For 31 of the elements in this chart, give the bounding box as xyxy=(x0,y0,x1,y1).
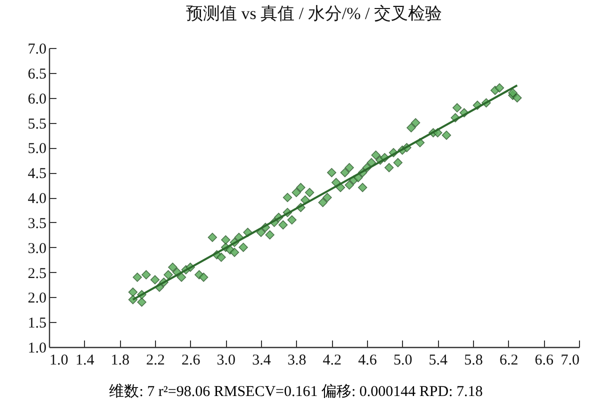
x-tick-label: 1.4 xyxy=(75,352,95,368)
x-tick-label: 5.8 xyxy=(464,352,483,368)
y-tick-label: 3.0 xyxy=(28,240,46,257)
x-tick-label: 1.8 xyxy=(110,352,130,368)
x-tick-label: 4.2 xyxy=(322,352,342,368)
y-tick-label: 2.5 xyxy=(28,266,46,282)
x-tick-label: 3.4 xyxy=(252,352,272,368)
x-tick-label: 1.0 xyxy=(50,352,68,368)
y-tick-label: 1.5 xyxy=(28,316,46,332)
y-tick-label: 4.0 xyxy=(28,191,46,207)
x-tick-label: 2.6 xyxy=(181,352,201,368)
y-tick-label: 5.0 xyxy=(28,141,46,158)
y-tick-label: 6.5 xyxy=(28,66,46,82)
y-tick-label: 5.5 xyxy=(28,116,46,132)
x-tick-label: 7.0 xyxy=(560,352,580,368)
x-tick-label: 5.4 xyxy=(428,352,448,368)
x-tick-label: 3.0 xyxy=(216,352,236,368)
text: 维数: 7 r²=98.06 RMSECV=0.161 偏移: 0.000144 RPD: 7.18 xyxy=(108,382,484,401)
x-tick-label: 5.0 xyxy=(393,352,412,368)
y-tick-label: 2.0 xyxy=(28,290,46,307)
x-tick-label: 4.6 xyxy=(358,352,378,368)
y-tick-label: 4.5 xyxy=(28,166,46,182)
y-tick-label: 7.0 xyxy=(28,42,46,58)
x-tick-label: 3.8 xyxy=(287,352,306,368)
y-tick-label: 3.5 xyxy=(28,216,46,232)
x-tick-label: 6.6 xyxy=(534,352,554,368)
x-tick-label: 6.2 xyxy=(499,352,518,368)
chart-title: 预测值 vs 真值 / 水分/% / 交叉检验 xyxy=(186,4,442,23)
y-tick-label: 1.0 xyxy=(28,340,46,356)
y-tick-label: 6.0 xyxy=(28,91,46,108)
x-tick-label: 2.2 xyxy=(146,352,165,368)
